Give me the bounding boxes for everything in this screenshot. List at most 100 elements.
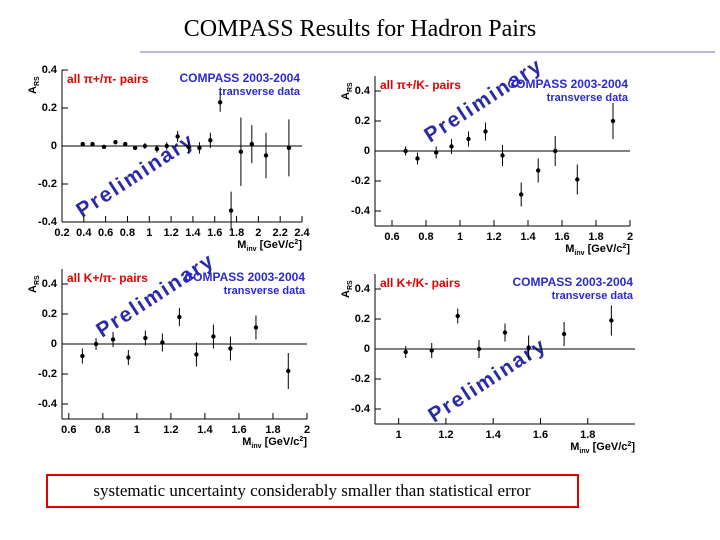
data-label: transverse data: [552, 290, 634, 302]
x-axis-title-part: 2: [622, 243, 626, 250]
data-point: [208, 138, 213, 143]
data-point: [403, 148, 408, 154]
data-point: [519, 192, 524, 197]
x-tick-label: 1: [457, 231, 463, 243]
data-point: [93, 341, 99, 347]
x-axis-title-part: inv: [246, 246, 256, 253]
data-point: [143, 335, 148, 341]
x-tick-label: 1.2: [163, 227, 178, 239]
y-tick-label: 0.4: [355, 283, 371, 295]
x-tick-label: 0.8: [418, 231, 433, 243]
x-tick-label: 1: [146, 227, 152, 239]
x-tick-label: 1.8: [229, 227, 244, 239]
data-point: [175, 134, 180, 139]
y-axis-title-part: RS: [347, 82, 354, 92]
data-point: [154, 146, 160, 152]
chart: Preliminary 0.4 0.2 0 -0.2 -0.4 0.6 0.8 1 1.2 1.4 1…: [27, 249, 310, 450]
y-tick-label: 0.2: [42, 102, 57, 114]
x-axis-title-part: M: [570, 441, 579, 453]
data-point: [197, 145, 202, 151]
x-tick-label: 1.8: [265, 424, 280, 436]
data-point: [101, 144, 107, 150]
x-tick-label: 0.6: [61, 424, 76, 436]
x-tick-label: 0.8: [120, 227, 135, 239]
y-tick-label: 0.4: [42, 278, 58, 290]
data-point: [526, 345, 531, 350]
x-tick-label: 1.6: [231, 424, 246, 436]
x-tick-label: 2: [627, 231, 633, 243]
x-tick-label: 1.6: [533, 429, 548, 441]
data-point: [610, 118, 616, 124]
x-tick-label: 0.6: [384, 231, 399, 243]
x-axis-title-part: [GeV/c: [257, 239, 295, 251]
x-tick-label: 1: [396, 429, 402, 441]
data-point: [80, 353, 85, 359]
x-axis-title-part: 2: [299, 436, 303, 443]
x-axis-title-part: 2: [627, 441, 631, 448]
y-tick-label: -0.2: [351, 373, 370, 385]
data-point: [217, 100, 223, 105]
y-tick-label: 0: [51, 338, 57, 350]
x-axis-title: Minv [GeV/c2]: [242, 436, 307, 450]
x-axis-title-part: [GeV/c: [262, 436, 300, 448]
y-axis-title-part: A: [340, 290, 352, 298]
data-point: [238, 149, 244, 154]
data-point: [449, 144, 454, 149]
y-axis-title: ARS: [27, 76, 41, 94]
data-point: [142, 143, 148, 149]
y-tick-label: 0.2: [42, 308, 57, 320]
y-tick-label: 0: [51, 140, 57, 152]
y-tick-label: -0.4: [38, 216, 58, 228]
data-point: [123, 141, 128, 147]
x-tick-label: 2.4: [294, 227, 310, 239]
data-point: [415, 156, 420, 161]
y-tick-label: 0.4: [355, 85, 371, 97]
y-tick-label: -0.2: [38, 368, 57, 380]
data-point: [177, 314, 182, 320]
data-point: [228, 346, 233, 351]
x-axis-title-part: ]: [303, 436, 307, 448]
pairs-label: all π+/K- pairs: [380, 78, 461, 92]
x-axis-title-part: ]: [631, 441, 635, 453]
data-point: [164, 143, 169, 149]
data-label: transverse data: [219, 86, 301, 98]
y-tick-label: -0.2: [38, 178, 57, 190]
data-point: [502, 330, 508, 335]
y-axis-title-part: A: [27, 86, 39, 94]
x-tick-label: 0.2: [54, 227, 69, 239]
x-tick-label: 2: [304, 424, 310, 436]
x-axis-title-part: [GeV/c: [590, 441, 628, 453]
y-axis-title: ARS: [340, 82, 354, 100]
data-point: [536, 168, 541, 173]
data-point: [575, 177, 580, 182]
y-tick-label: 0.2: [355, 115, 370, 127]
data-point: [403, 349, 408, 355]
y-tick-label: 0: [364, 343, 370, 355]
x-tick-label: 1.2: [486, 231, 501, 243]
data-point: [228, 208, 234, 213]
pairs-label: all π+/π- pairs: [67, 72, 149, 86]
pairs-label: all K+/K- pairs: [380, 276, 461, 290]
data-point: [286, 145, 292, 151]
data-point: [249, 141, 255, 147]
data-point: [80, 141, 85, 147]
y-tick-label: -0.2: [351, 175, 370, 187]
y-axis-title-part: A: [340, 92, 352, 100]
x-tick-label: 1.2: [438, 429, 453, 441]
x-axis-title: Minv [GeV/c2]: [237, 239, 302, 253]
data-point: [186, 144, 191, 150]
x-axis-title-part: inv: [251, 443, 261, 450]
watermark: Preliminary: [420, 54, 547, 148]
x-tick-label: 1.4: [185, 227, 201, 239]
watermark: Preliminary: [92, 249, 219, 343]
x-axis-title-part: inv: [579, 448, 589, 455]
x-axis-title-part: inv: [574, 250, 584, 257]
y-axis-title-part: RS: [34, 275, 41, 285]
x-axis-title-part: ]: [298, 239, 302, 251]
x-tick-label: 1: [134, 424, 140, 436]
data-point: [110, 337, 116, 342]
data-point: [500, 153, 505, 158]
experiment-label: COMPASS 2003-2004: [184, 270, 305, 284]
